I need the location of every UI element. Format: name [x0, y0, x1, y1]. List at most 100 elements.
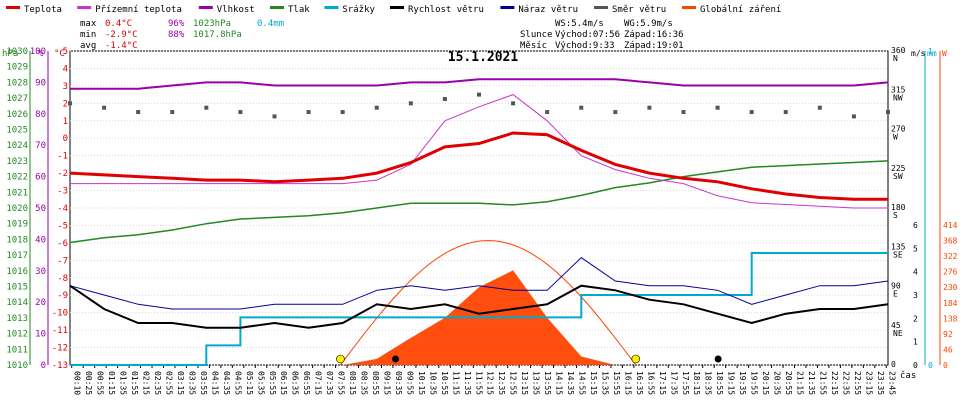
temp-axis-tick-18: -13	[52, 361, 68, 371]
x-tick-label-40: 13:35	[532, 371, 541, 395]
wm2-axis-tick-6: 138	[943, 314, 958, 323]
dir-point-5	[238, 110, 243, 115]
hpa-axis-tick-11: 1019	[6, 220, 28, 230]
hpa-axis-tick-18: 1012	[6, 330, 28, 340]
wm2-axis-tick-9: 0	[943, 361, 948, 370]
dir-point-24	[886, 110, 890, 115]
x-tick-label-65: 21:55	[818, 371, 827, 395]
dir-axis-tick-0: 360	[891, 46, 906, 55]
ms-axis-tick-0: 6	[913, 221, 918, 230]
x-tick-label-17: 05:55	[268, 371, 277, 395]
pct-axis-tick-5: 50	[35, 204, 46, 214]
legend-label-8: Globální záření	[700, 5, 781, 15]
x-tick-label-5: 01:55	[130, 371, 139, 395]
temp-axis-tick-13: -8	[57, 274, 68, 284]
x-axis-unit: čas	[900, 370, 916, 381]
x-tick-label-11: 03:55	[199, 371, 208, 395]
wm2-axis-tick-4: 230	[943, 283, 958, 292]
pct-axis-tick-9: 10	[35, 330, 46, 340]
temp-axis-label: °C	[54, 49, 65, 59]
x-tick-label-70: 23:35	[876, 371, 885, 395]
dir-point-2	[136, 110, 141, 115]
temp-axis-tick-14: -9	[57, 291, 68, 301]
temp-axis-tick-16: -11	[52, 326, 68, 336]
hpa-axis-tick-7: 1023	[6, 157, 28, 167]
dir-point-3	[170, 110, 175, 115]
temp-axis-tick-0: 5	[63, 47, 68, 57]
legend-label-5: Rychlost větru	[408, 5, 484, 15]
x-tick-label-25: 08:35	[360, 371, 369, 395]
x-tick-label-24: 08:15	[348, 371, 357, 395]
legend: Teplota Přízemní teplota Vlhkost Tlak Srážky…	[6, 5, 781, 15]
hpa-axis-tick-20: 1010	[6, 361, 28, 371]
temp-axis-tick-7: -2	[57, 169, 68, 179]
legend-swatch-5	[390, 6, 404, 9]
x-tick-label-46: 15:35	[600, 371, 609, 395]
x-tick-label-1: 00:25	[84, 371, 93, 395]
x-tick-label-14: 04:55	[233, 371, 242, 395]
sunset-info: Západ:16:36	[624, 30, 684, 40]
x-tick-label-3: 01:15	[107, 371, 116, 395]
x-tick-label-29: 09:55	[405, 371, 414, 395]
temp-axis-tick-10: -5	[57, 221, 68, 231]
wm2-axis-tick-8: 46	[943, 345, 953, 354]
x-tick-label-28: 09:35	[394, 371, 403, 395]
x-tick-label-23: 07:55	[337, 371, 346, 395]
x-tick-label-22: 07:35	[325, 371, 334, 395]
legend-label-3: Tlak	[288, 5, 310, 15]
x-tick-label-37: 12:35	[497, 371, 506, 395]
sun-label: Slunce	[520, 30, 553, 40]
stats-block: max 0.4°C 96% 1023hPa 0.4mm min -2.9°C 8…	[80, 19, 284, 51]
series-tlak	[69, 160, 889, 244]
wm2-axis-tick-5: 184	[943, 299, 958, 308]
series-prizemni-teplota	[70, 94, 888, 209]
dir-point-17	[647, 105, 652, 110]
x-tick-label-0: 00:10	[73, 371, 82, 395]
hpa-axis-tick-2: 1028	[6, 78, 28, 88]
x-tick-label-43: 14:35	[566, 371, 575, 395]
x-tick-label-54: 18:15	[692, 371, 701, 395]
dir-axis-letter-4: S	[893, 211, 898, 220]
dir-point-0	[68, 101, 72, 106]
hpa-axis-tick-4: 1026	[6, 110, 28, 120]
x-tick-label-7: 02:35	[153, 371, 162, 395]
dir-axis-letter-1: NW	[893, 93, 903, 102]
dir-point-1	[102, 105, 107, 110]
pct-axis-tick-10: 0	[41, 361, 46, 371]
moonset-marker	[714, 355, 722, 363]
wind-speed-info: WS:5.4m/s	[555, 19, 604, 29]
x-tick-label-66: 22:15	[830, 371, 839, 395]
dir-point-22	[817, 105, 822, 110]
x-tick-label-35: 11:55	[474, 371, 483, 395]
x-tick-label-33: 11:15	[451, 371, 460, 395]
x-tick-label-8: 02:55	[165, 371, 174, 395]
x-tick-label-16: 05:35	[256, 371, 265, 395]
moon-label: Měsíc	[520, 41, 547, 51]
x-tick-label-31: 10:35	[428, 371, 437, 395]
x-tick-label-39: 13:15	[520, 371, 529, 395]
legend-swatch-4	[324, 6, 339, 9]
hpa-axis-label: hPa	[2, 49, 18, 59]
stats-min-label: min	[80, 30, 96, 40]
dir-point-19	[715, 105, 720, 110]
temp-axis-tick-4: 1	[63, 117, 68, 127]
stats-min-temp: -2.9°C	[105, 30, 138, 40]
x-tick-label-32: 10:55	[440, 371, 449, 395]
ms-axis-tick-5: 1	[913, 338, 918, 347]
legend-swatch-3	[270, 6, 284, 9]
dir-point-20	[749, 110, 754, 115]
hpa-axis-tick-10: 1020	[6, 204, 28, 214]
hpa-axis-tick-8: 1022	[6, 173, 28, 183]
wm2-axis-tick-7: 92	[943, 330, 953, 339]
series-rychlost-vetru	[69, 284, 889, 329]
legend-label-2: Vlhkost	[217, 5, 255, 15]
x-tick-label-47: 15:55	[612, 371, 621, 395]
ms-axis-tick-2: 4	[913, 268, 918, 277]
dir-axis-letter-5: SE	[893, 250, 903, 259]
x-tick-label-63: 21:15	[795, 371, 804, 395]
legend-swatch-0	[6, 6, 20, 9]
dir-axis-tick-8: 0	[891, 360, 896, 369]
x-tick-label-56: 18:55	[715, 371, 724, 395]
dir-point-11	[442, 96, 447, 101]
